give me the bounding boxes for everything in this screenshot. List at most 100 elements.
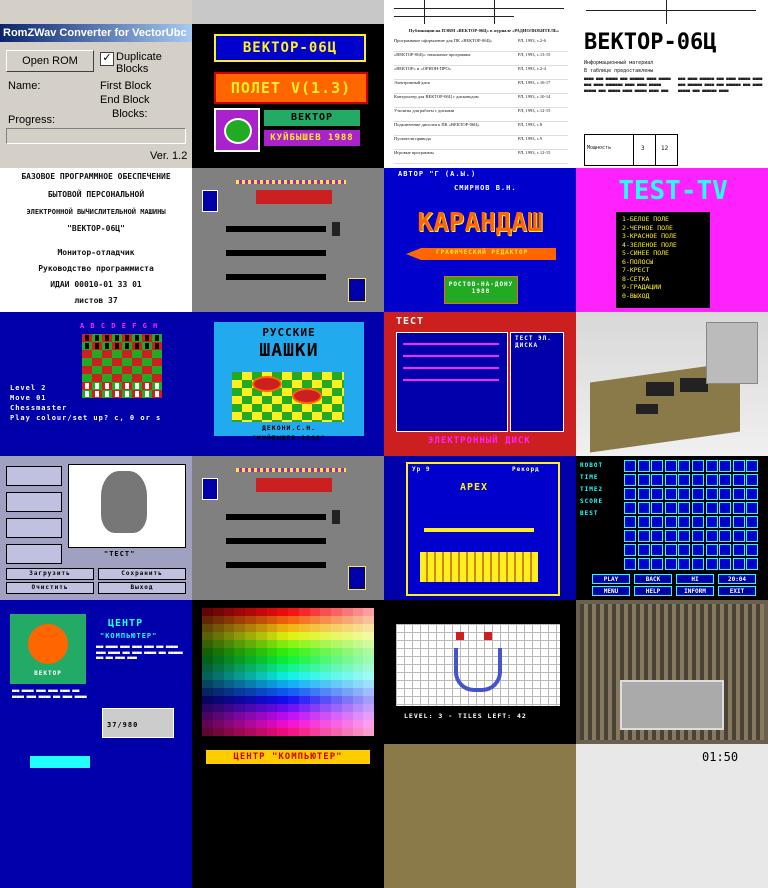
matrix-cell[interactable] [637, 544, 650, 556]
chess-square[interactable] [122, 382, 132, 390]
chess-square[interactable] [112, 366, 122, 374]
chess-square[interactable] [92, 350, 102, 358]
chess-square[interactable] [132, 366, 142, 374]
chess-square[interactable] [92, 334, 102, 342]
chess-square[interactable] [102, 358, 112, 366]
matrix-cell[interactable] [651, 488, 664, 500]
matrix-cell[interactable] [732, 530, 745, 542]
testtv-menu-item[interactable]: 1-БЕЛОЕ ПОЛЕ [622, 215, 669, 223]
chess-square[interactable] [92, 358, 102, 366]
matrix-cell[interactable] [732, 474, 745, 486]
matrix-cell[interactable] [692, 460, 704, 472]
testtv-menu-item[interactable]: 7-КРЕСТ [622, 266, 650, 274]
matrix-cell[interactable] [624, 460, 636, 472]
matrix-cell[interactable] [746, 474, 759, 486]
checker-board[interactable] [232, 372, 344, 422]
matrix-cell[interactable] [637, 530, 650, 542]
load-button[interactable]: Загрузить [6, 568, 94, 580]
matrix-cell[interactable] [664, 474, 677, 486]
chess-square[interactable] [152, 390, 162, 398]
matrix-cell[interactable] [705, 488, 718, 500]
matrix-cell[interactable] [624, 530, 636, 542]
testtv-menu-item[interactable]: 4-ЗЕЛЕНОЕ ПОЛЕ [622, 240, 677, 249]
number-grid[interactable] [624, 460, 760, 572]
matrix-cell[interactable] [678, 558, 691, 570]
chess-square[interactable] [112, 374, 122, 382]
matrix-cell[interactable] [664, 558, 677, 570]
chess-square[interactable] [122, 374, 132, 382]
chessboard[interactable] [82, 334, 162, 398]
chess-square[interactable] [152, 382, 162, 390]
matrix-cell[interactable] [719, 530, 732, 542]
matrix-button[interactable]: HI [676, 574, 714, 584]
matrix-cell[interactable] [732, 502, 745, 514]
chess-square[interactable] [142, 334, 152, 342]
matrix-cell[interactable] [651, 558, 664, 570]
matrix-button[interactable]: BACK [634, 574, 672, 584]
matrix-cell[interactable] [746, 530, 759, 542]
matrix-cell[interactable] [664, 502, 677, 514]
matrix-cell[interactable] [624, 544, 636, 556]
matrix-cell[interactable] [624, 558, 636, 570]
matrix-button[interactable]: MENU [592, 586, 630, 596]
matrix-cell[interactable] [651, 460, 664, 472]
exit-button[interactable]: Выход [98, 582, 186, 594]
testtv-menu-item[interactable]: 2-ЧЕРНОЕ ПОЛЕ [622, 223, 673, 232]
chess-square[interactable] [142, 374, 152, 382]
matrix-cell[interactable] [624, 488, 636, 500]
chess-square[interactable] [112, 342, 122, 350]
matrix-cell[interactable] [692, 530, 704, 542]
matrix-cell[interactable] [692, 474, 704, 486]
matrix-cell[interactable] [664, 516, 677, 528]
matrix-cell[interactable] [705, 544, 718, 556]
chess-square[interactable] [122, 350, 132, 358]
chess-square[interactable] [122, 342, 132, 350]
matrix-cell[interactable] [746, 558, 759, 570]
chess-square[interactable] [112, 390, 122, 398]
chess-square[interactable] [82, 350, 92, 358]
matrix-cell[interactable] [719, 502, 732, 514]
chess-square[interactable] [142, 350, 152, 358]
matrix-cell[interactable] [624, 474, 636, 486]
matrix-cell[interactable] [732, 488, 745, 500]
testtv-menu-item[interactable]: 8-СЕТКА [622, 274, 650, 283]
chess-square[interactable] [152, 342, 162, 350]
matrix-cell[interactable] [651, 502, 664, 514]
chess-square[interactable] [142, 390, 152, 398]
matrix-cell[interactable] [705, 460, 718, 472]
chess-square[interactable] [92, 390, 102, 398]
matrix-button[interactable]: INFORM [676, 586, 714, 596]
matrix-cell[interactable] [637, 558, 650, 570]
chess-square[interactable] [82, 382, 92, 390]
chess-square[interactable] [102, 374, 112, 382]
matrix-cell[interactable] [719, 544, 732, 556]
matrix-cell[interactable] [732, 516, 745, 528]
matrix-cell[interactable] [719, 558, 732, 570]
matrix-cell[interactable] [664, 460, 677, 472]
matrix-cell[interactable] [664, 488, 677, 500]
matrix-cell[interactable] [719, 460, 732, 472]
chess-square[interactable] [142, 358, 152, 366]
matrix-cell[interactable] [732, 544, 745, 556]
chess-square[interactable] [102, 390, 112, 398]
chess-square[interactable] [92, 366, 102, 374]
chess-square[interactable] [82, 366, 92, 374]
clear-button[interactable]: Очистить [6, 582, 94, 594]
matrix-cell[interactable] [624, 516, 636, 528]
testtv-menu-item[interactable]: 0-ВЫХОД [622, 291, 650, 300]
chess-square[interactable] [122, 334, 132, 342]
chess-square[interactable] [142, 366, 152, 374]
chess-square[interactable] [132, 342, 142, 350]
matrix-cell[interactable] [705, 558, 718, 570]
puzzle-grid[interactable] [396, 624, 560, 706]
chess-square[interactable] [132, 374, 142, 382]
chess-square[interactable] [132, 382, 142, 390]
matrix-cell[interactable] [732, 460, 745, 472]
open-rom-button[interactable]: Open ROM [6, 50, 94, 72]
testtv-menu-item[interactable]: 9-ГРАДАЦИИ [622, 283, 662, 291]
chess-square[interactable] [82, 358, 92, 366]
matrix-button[interactable]: PLAY [592, 574, 630, 584]
chess-square[interactable] [112, 382, 122, 390]
chess-square[interactable] [152, 358, 162, 366]
matrix-cell[interactable] [746, 544, 759, 556]
